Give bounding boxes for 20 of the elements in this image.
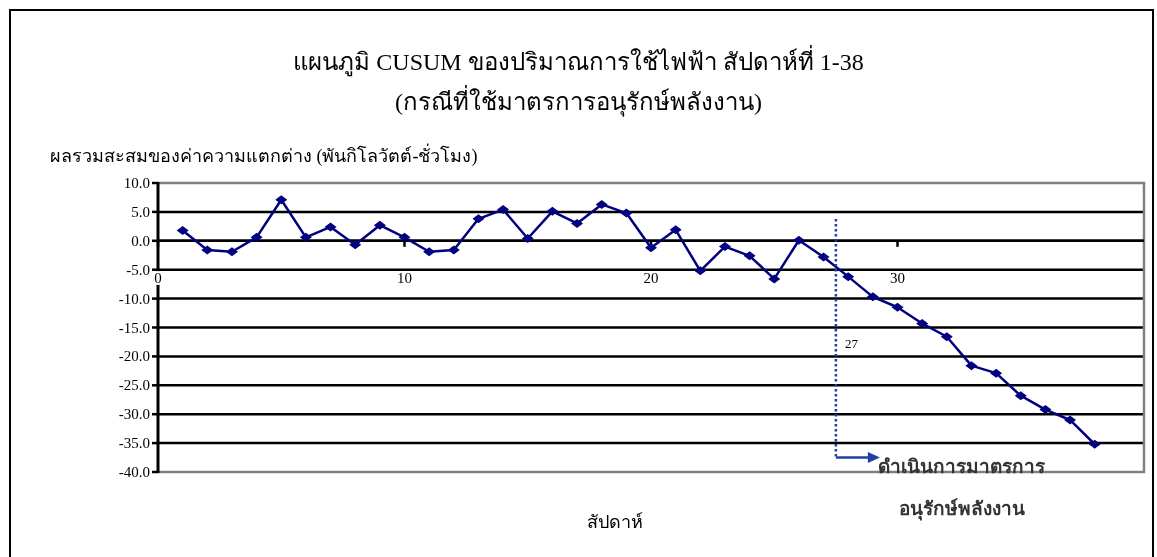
y-tick-label: -35.0	[118, 435, 150, 452]
x-tick-label: 0	[154, 269, 162, 286]
y-tick-label: 0.0	[131, 232, 150, 249]
chart-title: แผนภูมิ CUSUM ของปริมาณการใช้ไฟฟ้า สัปดาห์ที่ 1-38	[293, 45, 864, 77]
y-tick-label: -25.0	[118, 377, 150, 394]
chart-subtitle: (กรณีที่ใช้มาตรการอนุรักษ์พลังงาน)	[395, 85, 762, 117]
y-tick-label: -15.0	[118, 319, 150, 336]
y-axis-title: ผลรวมสะสมของค่าความแตกต่าง (พันกิโลวัตต์-ชั่วโมง)	[50, 143, 478, 167]
ref-line-label: 27	[844, 335, 859, 351]
x-axis-title: สัปดาห์	[587, 512, 643, 532]
y-tick-label: -40.0	[118, 464, 150, 480]
y-tick-label: -10.0	[118, 290, 150, 307]
x-tick-label: 20	[643, 269, 659, 286]
x-tick-label: 10	[397, 269, 412, 286]
x-tick-label: 30	[890, 269, 905, 286]
y-tick-label: -30.0	[118, 406, 150, 423]
y-tick-label: 10.0	[123, 175, 150, 191]
y-tick-label: -20.0	[118, 348, 150, 365]
y-tick-label: 5.0	[131, 203, 150, 220]
y-tick-label: -5.0	[126, 261, 150, 278]
